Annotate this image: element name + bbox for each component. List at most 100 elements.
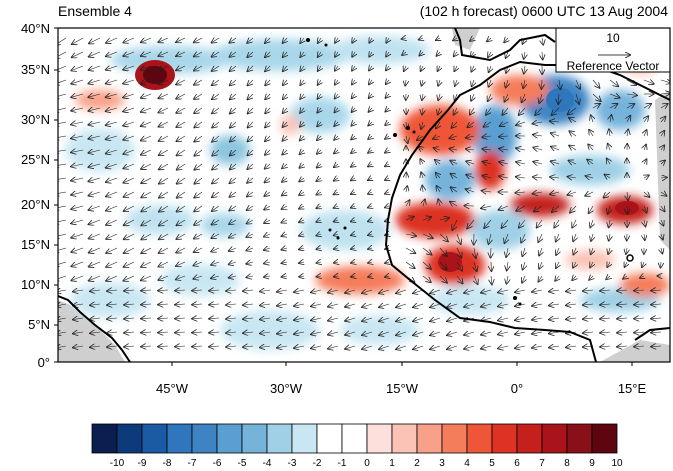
lon-label: 0° — [511, 381, 523, 396]
wind-vector — [299, 206, 304, 209]
wind-vector — [283, 136, 288, 141]
wind-vector — [549, 332, 560, 334]
wind-vector — [498, 332, 509, 335]
wind-vector — [265, 178, 270, 182]
wind-vector — [334, 220, 338, 222]
wind-vector — [368, 220, 372, 221]
wind-vector — [192, 346, 203, 347]
longitude-axis: 45°W 30°W 15°W 0° 15°E — [156, 381, 646, 396]
wind-vector — [265, 52, 270, 57]
wind-vector — [585, 192, 594, 196]
wind-vector — [89, 275, 101, 281]
wind-vector — [58, 192, 67, 194]
wind-vector — [569, 131, 577, 136]
wind-vector — [589, 205, 593, 213]
wind-vector — [422, 186, 423, 193]
wind-vector — [226, 304, 237, 305]
wind-vector — [583, 304, 594, 305]
wind-vector — [230, 79, 237, 85]
wind-vector — [651, 304, 662, 305]
wind-vector — [351, 234, 355, 235]
wind-vector — [124, 290, 135, 291]
wind-vector — [177, 219, 186, 225]
wind-vector — [351, 262, 355, 263]
lat-label: 5°N — [28, 317, 50, 332]
wind-vector — [447, 346, 458, 349]
wind-vector — [247, 192, 254, 197]
wind-vector — [334, 164, 338, 167]
wind-vector — [159, 121, 169, 127]
wind-vector — [248, 80, 254, 85]
wind-vector — [439, 233, 448, 241]
wind-vector — [379, 290, 390, 293]
wind-vector — [159, 108, 169, 113]
wind-vector — [532, 318, 543, 320]
wind-vector — [482, 149, 492, 150]
wind-vector — [352, 38, 355, 43]
colorbar-swatch — [541, 423, 568, 454]
wind-vector — [351, 178, 355, 180]
wind-vector — [572, 276, 576, 280]
colorbar-label: 6 — [514, 458, 520, 469]
wind-vector — [265, 150, 270, 155]
wind-vector — [265, 122, 270, 127]
wind-vector — [194, 234, 203, 239]
wind-vector — [413, 318, 424, 321]
wind-vector — [90, 332, 101, 333]
wind-vector — [334, 122, 338, 126]
colorbar-swatch — [366, 423, 393, 454]
wind-vector — [175, 304, 186, 305]
wind-vector — [368, 234, 372, 235]
wind-vector — [106, 247, 118, 253]
wind-vector — [456, 261, 462, 271]
wind-vector — [283, 66, 287, 71]
wind-vector — [334, 276, 338, 277]
wind-vector — [379, 304, 390, 307]
wind-vector — [212, 191, 220, 197]
wind-vector — [177, 205, 186, 212]
wind-vector — [413, 332, 424, 335]
wind-vector — [591, 233, 593, 241]
wind-vector — [558, 93, 559, 104]
wind-vector — [58, 80, 67, 84]
wind-vector — [247, 220, 254, 224]
wind-vector — [568, 107, 577, 114]
wind-vector — [623, 276, 627, 279]
wind-vector — [481, 346, 492, 349]
colorbar-label: -4 — [263, 458, 272, 469]
wind-vector — [362, 290, 373, 293]
wind-vector — [159, 219, 169, 226]
wind-vector — [335, 52, 338, 57]
colorbar-swatch — [441, 423, 468, 454]
wind-vector — [661, 161, 665, 165]
wind-vector — [58, 122, 67, 125]
wind-vector — [609, 104, 617, 108]
wind-vector — [379, 332, 390, 335]
wind-vector — [450, 202, 458, 206]
wind-vector — [159, 247, 169, 253]
wind-vector — [176, 107, 186, 113]
wind-vector — [499, 136, 509, 137]
wind-vector — [300, 66, 304, 71]
wind-vector — [522, 275, 525, 283]
wind-vector — [534, 205, 543, 212]
wind-vector — [643, 80, 654, 84]
lat-label: 40°N — [21, 21, 50, 36]
wind-vector — [402, 38, 406, 39]
wind-vector — [550, 177, 560, 178]
wind-vector — [352, 94, 355, 98]
wind-vector — [588, 144, 593, 151]
wind-vector — [422, 234, 433, 238]
wind-vector — [617, 290, 628, 291]
wind-vector — [362, 332, 373, 335]
wind-vector — [586, 176, 594, 178]
colorbar-label: 5 — [489, 458, 495, 469]
wind-vector — [430, 346, 441, 349]
wind-vector — [158, 94, 169, 98]
wind-vector — [124, 205, 135, 211]
wind-vector-field — [58, 38, 670, 349]
wind-vector — [386, 94, 390, 98]
wind-vector — [532, 332, 543, 334]
wind-vector — [212, 121, 220, 128]
wind-vector — [247, 206, 254, 210]
